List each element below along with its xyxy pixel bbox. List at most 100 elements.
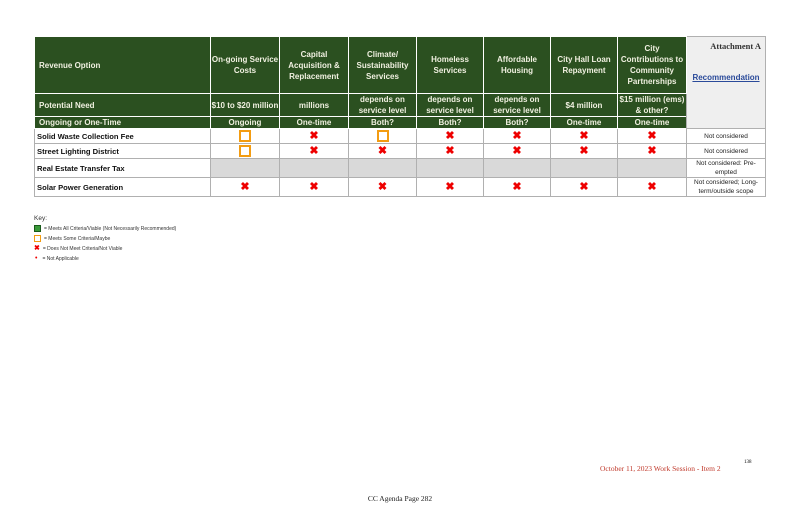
red-x-icon: ✖ xyxy=(512,144,522,157)
timing-value: Both? xyxy=(416,116,484,129)
rating-cell: ✖ xyxy=(550,177,618,197)
key-item-viable: = Meets All Criteria/Viable (Not Necessa… xyxy=(34,224,176,234)
key-text: = Meets All Criteria/Viable (Not Necessa… xyxy=(44,226,177,232)
revenue-options-table: Revenue Option On-going Service Costs Ca… xyxy=(34,36,766,197)
rating-cell: ✖ xyxy=(348,177,417,197)
rating-cell: ✖ xyxy=(210,177,280,197)
table-row: Street Lighting District ✖ ✖ ✖ ✖ ✖ ✖ Not consid… xyxy=(34,143,766,159)
header-revenue-option: Revenue Option xyxy=(34,36,211,94)
red-x-icon: ✖ xyxy=(377,144,388,157)
header-col: Homeless Services xyxy=(416,36,484,94)
rating-cell: ✖ xyxy=(416,177,484,197)
timing-value: One-time xyxy=(550,116,618,129)
legend-key: Key: = Meets All Criteria/Viable (Not Ne… xyxy=(34,214,176,264)
rating-cell: ✖ xyxy=(617,128,687,144)
red-x-icon: ✖ xyxy=(445,180,455,193)
agenda-page: CC Agenda Page 282 xyxy=(367,494,433,503)
need-label: Potential Need xyxy=(34,93,211,117)
rating-cell: ✖ xyxy=(416,143,484,159)
recommendation-cell: Not considered: Pre-empted xyxy=(686,158,766,178)
red-x-icon: ✖ xyxy=(34,245,40,252)
red-x-icon: ✖ xyxy=(377,180,388,193)
rating-cell xyxy=(348,158,417,178)
red-x-icon: ✖ xyxy=(647,180,657,193)
need-value: $4 million xyxy=(550,93,618,117)
red-x-icon: ✖ xyxy=(512,180,522,193)
key-item-not-viable: ✖ = Does Not Meet Criteria/Not Viable xyxy=(34,244,176,254)
rating-cell xyxy=(483,158,551,178)
timing-value: One-time xyxy=(617,116,687,129)
rating-cell: ✖ xyxy=(483,177,551,197)
header-col: Climate/ Sustainability Services xyxy=(348,36,417,94)
rating-cell xyxy=(279,158,349,178)
red-x-icon: ✖ xyxy=(647,129,657,142)
red-x-icon: ✖ xyxy=(309,144,319,157)
timing-label: Ongoing or One-Time xyxy=(34,116,211,129)
red-x-icon: ✖ xyxy=(579,129,589,142)
rating-cell: ✖ xyxy=(617,143,687,159)
revenue-option-name: Real Estate Transfer Tax xyxy=(34,158,211,178)
red-x-icon: ✖ xyxy=(309,129,319,142)
red-x-icon: ✖ xyxy=(445,144,455,157)
header-col: Affordable Housing xyxy=(483,36,551,94)
key-text: = Does Not Meet Criteria/Not Viable xyxy=(42,246,123,252)
revenue-option-name: Solar Power Generation xyxy=(34,177,211,197)
rating-cell xyxy=(210,158,280,178)
need-value: depends on service level xyxy=(416,93,484,117)
red-x-icon: ✖ xyxy=(240,180,250,193)
orange-square-icon xyxy=(239,145,251,157)
rating-cell: ✖ xyxy=(617,177,687,197)
rating-cell: ✖ xyxy=(279,128,349,144)
need-value: millions xyxy=(279,93,349,117)
revenue-option-name: Street Lighting District xyxy=(34,143,211,159)
rating-cell: ✖ xyxy=(483,128,551,144)
red-x-icon: ✖ xyxy=(647,144,657,157)
key-text: = Meets Some Criteria/Maybe xyxy=(44,236,111,242)
red-x-icon: ✖ xyxy=(512,129,522,142)
red-x-icon: ✖ xyxy=(579,144,589,157)
attachment-cell: Attachment A Recommendation xyxy=(686,36,766,129)
page-number: 138 xyxy=(744,460,752,465)
timing-value: Ongoing xyxy=(210,116,280,129)
key-item-maybe: = Meets Some Criteria/Maybe xyxy=(34,234,176,244)
table-row: Solid Waste Collection Fee ✖ ✖ ✖ ✖ ✖ Not consi… xyxy=(34,128,766,144)
rating-cell xyxy=(210,128,280,144)
timing-value: Both? xyxy=(348,116,417,129)
header-col: City Contributions to Community Partners… xyxy=(617,36,687,94)
rating-cell xyxy=(416,158,484,178)
session-footer: October 11, 2023 Work Session - Item 2 xyxy=(600,464,721,473)
rating-cell: ✖ xyxy=(348,143,417,159)
timing-value: Both? xyxy=(483,116,551,129)
rating-cell: ✖ xyxy=(416,128,484,144)
recommendation-cell: Not considered; Long-term/outside scope xyxy=(686,177,766,197)
header-col: Capital Acquisition & Replacement xyxy=(279,36,349,94)
rating-cell xyxy=(348,128,417,144)
timing-value: One-time xyxy=(279,116,349,129)
red-x-icon: ✖ xyxy=(579,180,589,193)
green-square-icon xyxy=(34,225,41,233)
attachment-label: Attachment A xyxy=(710,41,761,51)
recommendation-cell: Not considered xyxy=(686,143,766,159)
orange-square-icon xyxy=(239,130,251,142)
rating-cell: ✖ xyxy=(550,143,618,159)
need-value: depends on service level xyxy=(483,93,551,117)
header-col: City Hall Loan Repayment xyxy=(550,36,618,94)
key-text: = Not Applicable xyxy=(42,256,79,262)
orange-square-icon xyxy=(34,235,41,243)
rating-cell: ✖ xyxy=(550,128,618,144)
need-value: depends on service level xyxy=(348,93,417,117)
table-row: Solar Power Generation ✖ ✖ ✖ ✖ ✖ ✖ ✖ Not conside… xyxy=(34,177,766,197)
red-x-icon: ✖ xyxy=(309,180,319,193)
red-dot-icon: • xyxy=(35,255,38,262)
orange-square-icon xyxy=(376,130,389,142)
rating-cell xyxy=(210,143,280,159)
recommendation-link[interactable]: Recommendation xyxy=(692,73,760,82)
revenue-option-name: Solid Waste Collection Fee xyxy=(34,128,211,144)
rating-cell xyxy=(550,158,618,178)
table-row: Real Estate Transfer Tax Not considered: … xyxy=(34,158,766,178)
key-item-na: • = Not Applicable xyxy=(34,254,176,264)
rating-cell xyxy=(617,158,687,178)
need-value: $10 to $20 million xyxy=(210,93,280,117)
rating-cell: ✖ xyxy=(483,143,551,159)
red-x-icon: ✖ xyxy=(445,129,455,142)
